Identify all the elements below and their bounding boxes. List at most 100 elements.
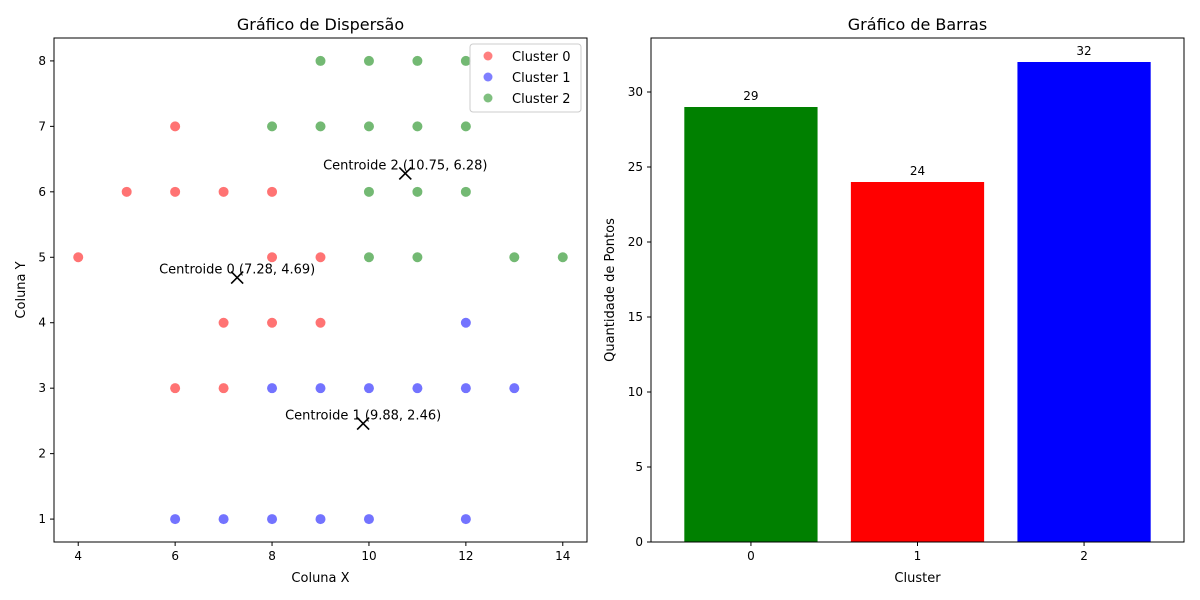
scatter-y-tick-label: 5 xyxy=(38,250,46,264)
scatter-panel: Gráfico de Dispersão 4 6 8 10 12 14 12345678 … xyxy=(14,15,588,586)
scatter-point-cluster-1 xyxy=(363,383,374,394)
scatter-point-cluster-0 xyxy=(315,252,326,263)
legend-box xyxy=(469,43,582,113)
scatter-axes-frame xyxy=(53,37,588,543)
scatter-point-cluster-0 xyxy=(218,383,229,394)
centroid-marker-0 xyxy=(230,270,244,285)
bar-y-tick-label: 5 xyxy=(635,460,643,474)
centroid-marker-1 xyxy=(356,416,370,431)
bar-title: Gráfico de Barras xyxy=(848,15,987,34)
bar-cluster-0 xyxy=(684,107,818,542)
scatter-point-cluster-0 xyxy=(267,252,278,263)
scatter-point-cluster-0 xyxy=(170,121,181,132)
scatter-point-cluster-1 xyxy=(363,514,374,525)
bar-y-tick-label: 30 xyxy=(628,85,643,99)
scatter-y-tick-label: 8 xyxy=(38,54,46,68)
scatter-point-cluster-2 xyxy=(412,55,423,66)
scatter-point-cluster-2 xyxy=(363,252,374,263)
centroid-label-1: Centroide 1 (9.88, 2.46) xyxy=(285,409,441,424)
bar-panel: Gráfico de Barras 0 5 10 15 20 25 30 29 24 32 0 1… xyxy=(603,15,1185,586)
legend-marker-cluster-1 xyxy=(483,72,493,82)
centroid-label-0: Centroide 0 (7.28, 4.69) xyxy=(159,263,315,278)
scatter-point-cluster-2 xyxy=(363,55,374,66)
scatter-y-tick-label: 4 xyxy=(38,316,46,330)
scatter-point-cluster-1 xyxy=(315,514,326,525)
scatter-x-ticks: 4 6 8 10 12 14 xyxy=(74,542,570,563)
scatter-point-cluster-1 xyxy=(460,383,471,394)
scatter-point-cluster-1 xyxy=(412,383,423,394)
scatter-centroids: Centroide 0 (7.28, 4.69) Centroide 1 (9.8… xyxy=(159,158,487,431)
scatter-point-cluster-2 xyxy=(315,55,326,66)
scatter-point-cluster-1 xyxy=(267,514,278,525)
legend-marker-cluster-2 xyxy=(483,93,493,103)
bar-y-ticks: 0 5 10 15 20 25 30 xyxy=(628,85,651,549)
bar-value-label: 29 xyxy=(743,89,758,103)
bar-y-tick-label: 25 xyxy=(628,160,643,174)
centroid-label-2: Centroide 2 (10.75, 6.28) xyxy=(323,158,487,173)
scatter-point-cluster-0 xyxy=(218,186,229,197)
bar-y-tick-label: 15 xyxy=(628,310,643,324)
scatter-point-cluster-0 xyxy=(315,317,326,328)
scatter-point-cluster-2 xyxy=(315,121,326,132)
scatter-y-tick-label: 3 xyxy=(38,381,46,395)
scatter-point-cluster-2 xyxy=(412,252,423,263)
bar-y-label: Quantidade de Pontos xyxy=(603,218,618,362)
legend-label-cluster-1: Cluster 1 xyxy=(512,71,571,86)
scatter-point-cluster-2 xyxy=(267,121,278,132)
bar-x-ticks: 0 1 2 xyxy=(747,542,1088,563)
bar-x-tick-label: 2 xyxy=(1080,549,1088,563)
scatter-point-cluster-2 xyxy=(412,121,423,132)
scatter-point-cluster-2 xyxy=(460,186,471,197)
bar-value-label: 32 xyxy=(1076,44,1091,58)
scatter-x-tick-label: 8 xyxy=(268,549,276,563)
scatter-point-cluster-2 xyxy=(460,55,471,66)
scatter-point-cluster-0 xyxy=(267,317,278,328)
centroid-marker-2 xyxy=(398,166,412,181)
scatter-point-cluster-1 xyxy=(460,317,471,328)
scatter-point-cluster-1 xyxy=(218,514,229,525)
scatter-point-cluster-0 xyxy=(218,317,229,328)
scatter-point-cluster-0 xyxy=(170,383,181,394)
scatter-point-cluster-1 xyxy=(509,383,520,394)
bar-y-tick-label: 0 xyxy=(635,535,643,549)
scatter-point-cluster-1 xyxy=(460,514,471,525)
scatter-point-cluster-0 xyxy=(121,186,132,197)
bar-y-tick-label: 20 xyxy=(628,235,643,249)
scatter-point-cluster-0 xyxy=(73,252,84,263)
scatter-point-cluster-0 xyxy=(267,186,278,197)
scatter-legend: Cluster 0 Cluster 1 Cluster 2 xyxy=(469,43,582,113)
scatter-point-cluster-2 xyxy=(363,186,374,197)
scatter-y-tick-label: 7 xyxy=(38,119,46,133)
scatter-x-label: Coluna X xyxy=(291,571,349,586)
scatter-point-cluster-2 xyxy=(557,252,568,263)
scatter-point-cluster-2 xyxy=(509,252,520,263)
bar-axes-frame xyxy=(650,37,1185,543)
scatter-x-tick-label: 10 xyxy=(361,549,376,563)
legend-marker-cluster-0 xyxy=(483,51,493,61)
scatter-point-cluster-1 xyxy=(267,383,278,394)
scatter-points xyxy=(73,55,568,525)
scatter-title: Gráfico de Dispersão xyxy=(237,15,404,34)
scatter-y-ticks: 1 2 3 4 5 6 7 8 xyxy=(38,54,54,526)
bar-cluster-1 xyxy=(850,182,985,542)
scatter-x-tick-label: 14 xyxy=(555,549,570,563)
bar-bars: 29 24 32 xyxy=(684,44,1151,542)
scatter-x-tick-label: 4 xyxy=(74,549,82,563)
scatter-point-cluster-0 xyxy=(170,186,181,197)
scatter-y-tick-label: 1 xyxy=(38,512,46,526)
scatter-x-tick-label: 12 xyxy=(458,549,473,563)
scatter-y-label: Coluna Y xyxy=(14,261,29,318)
scatter-x-tick-label: 6 xyxy=(171,549,179,563)
scatter-point-cluster-1 xyxy=(170,514,181,525)
scatter-point-cluster-2 xyxy=(460,121,471,132)
scatter-point-cluster-2 xyxy=(412,186,423,197)
scatter-y-tick-label: 6 xyxy=(38,185,46,199)
bar-value-label: 24 xyxy=(910,164,925,178)
bar-y-tick-label: 10 xyxy=(628,385,643,399)
bar-x-label: Cluster xyxy=(894,571,941,586)
bar-cluster-2 xyxy=(1017,62,1151,542)
scatter-point-cluster-2 xyxy=(363,121,374,132)
bar-x-tick-label: 1 xyxy=(914,549,922,563)
legend-label-cluster-2: Cluster 2 xyxy=(512,92,571,107)
